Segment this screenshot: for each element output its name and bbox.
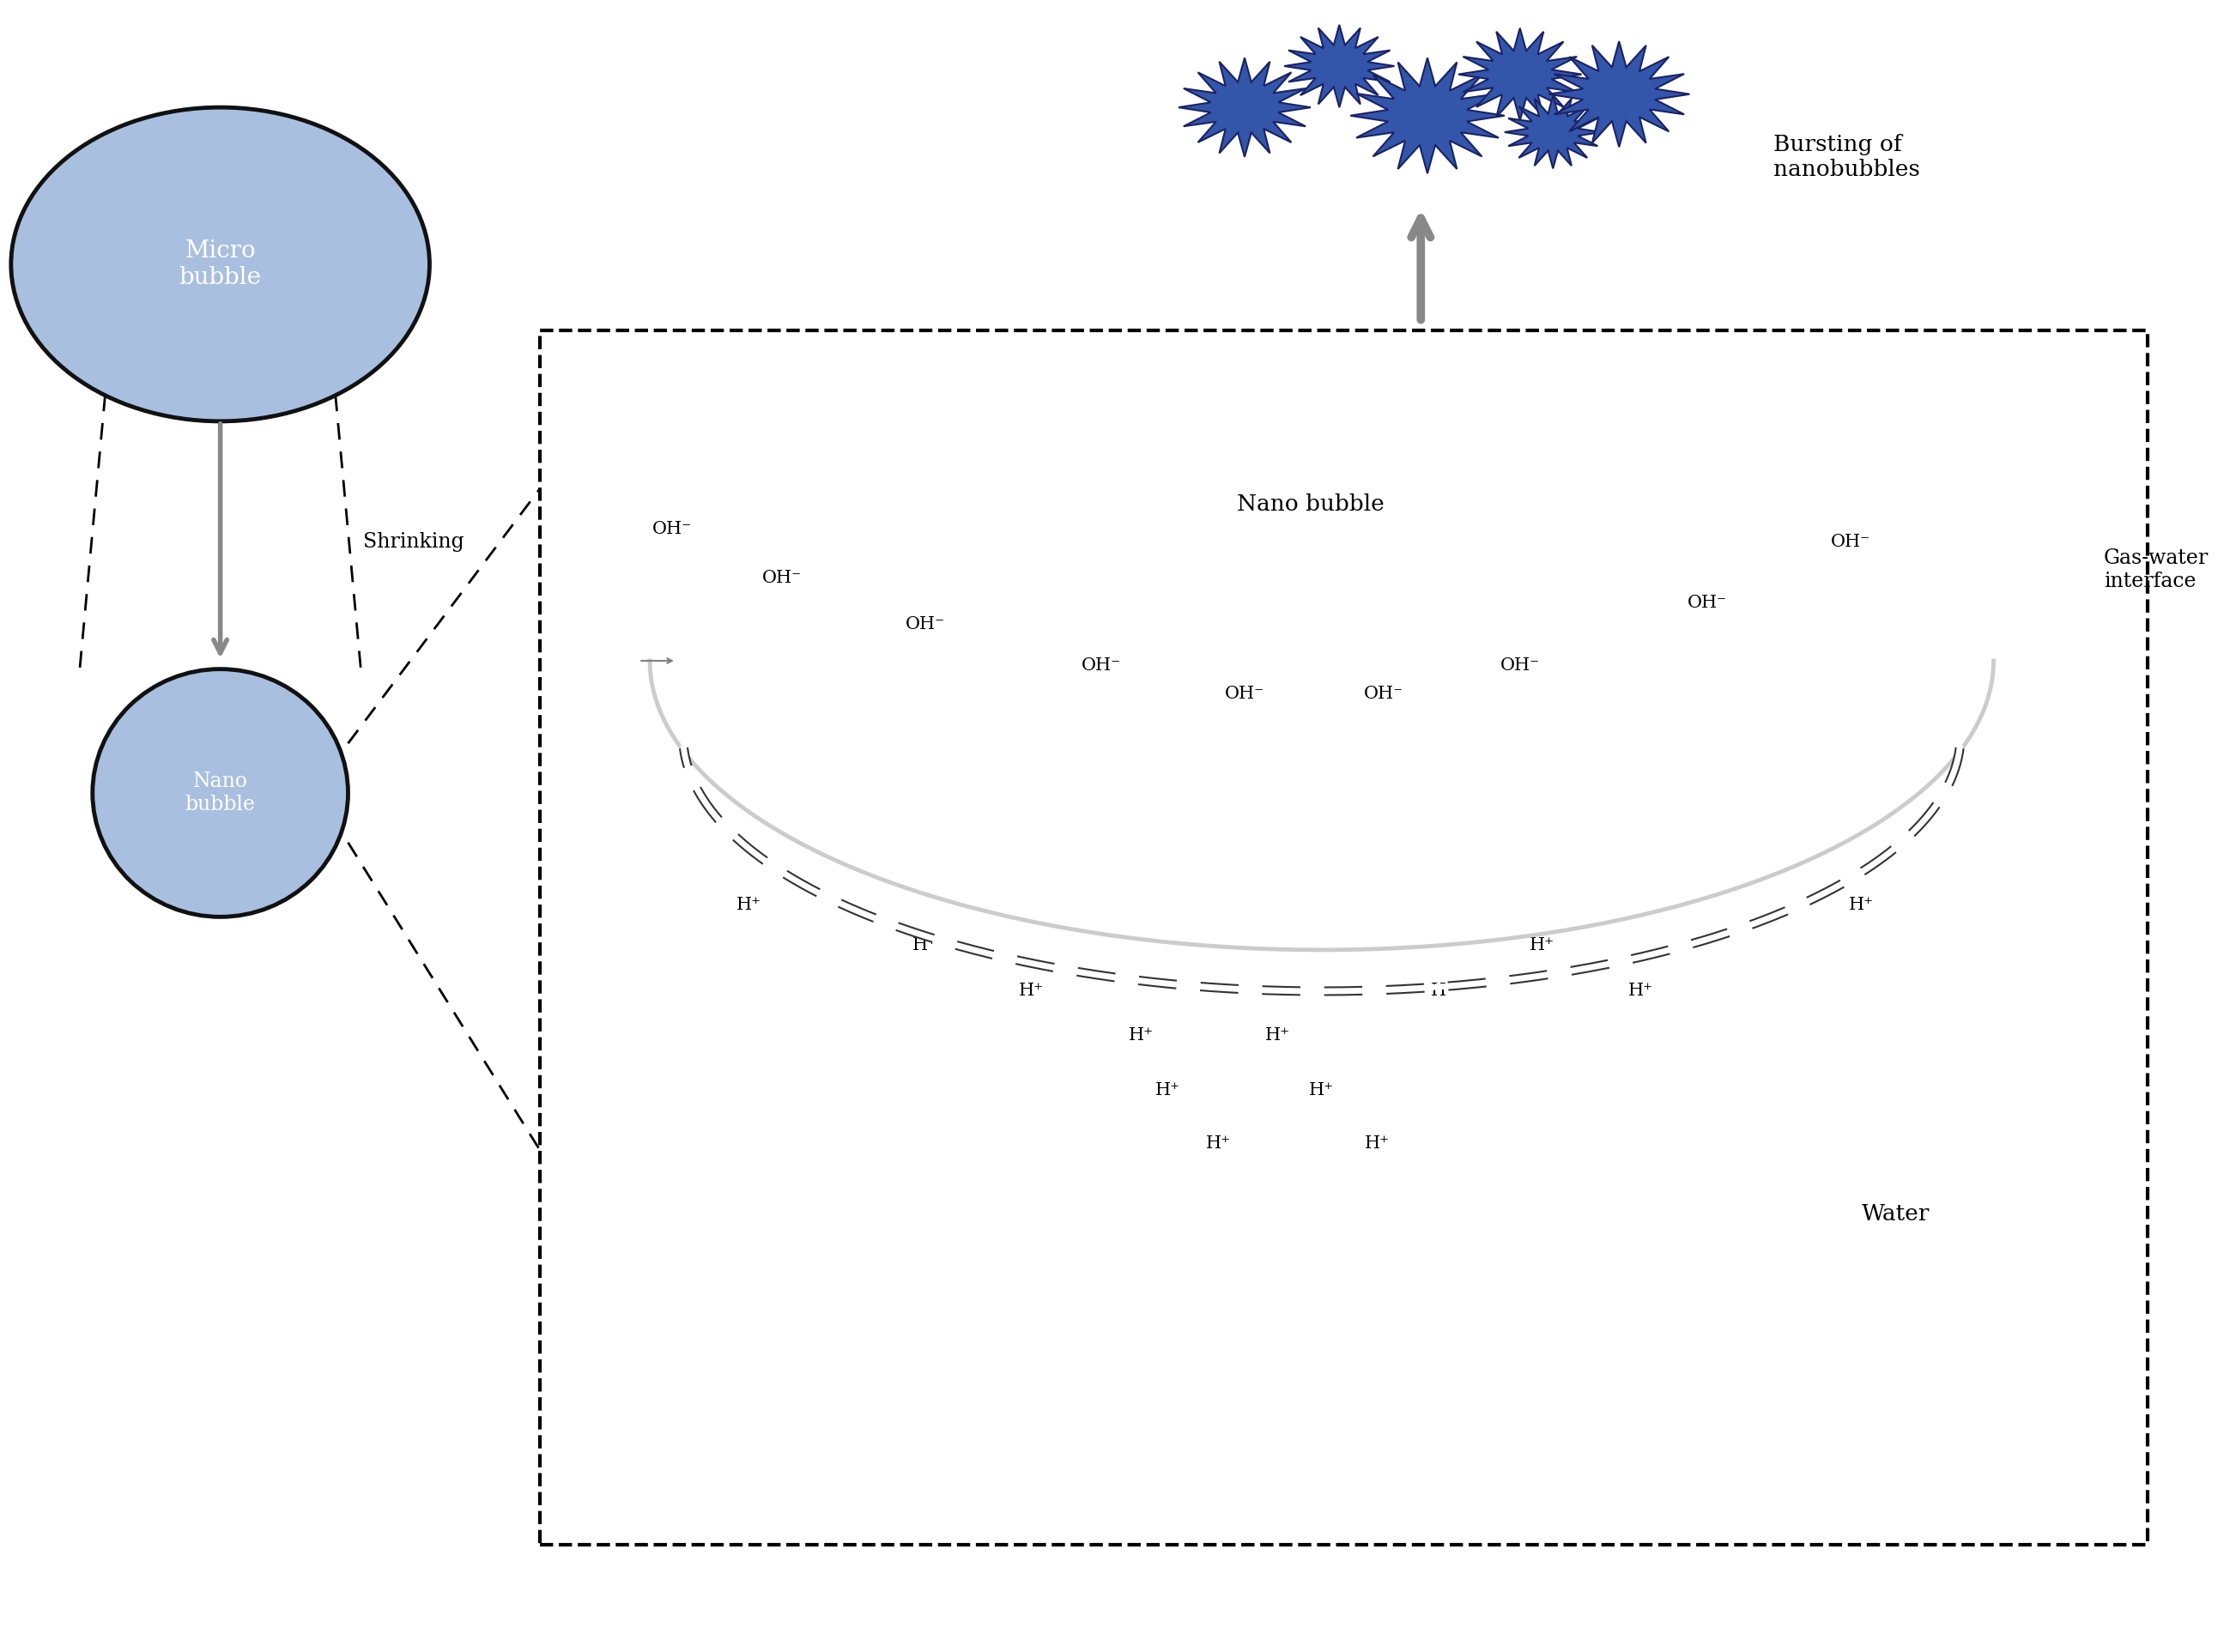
Polygon shape bbox=[1351, 58, 1505, 173]
Polygon shape bbox=[1505, 96, 1601, 169]
Text: H⁺: H⁺ bbox=[1530, 937, 1554, 953]
Text: Nano
bubble: Nano bubble bbox=[185, 771, 256, 814]
Text: OH⁻: OH⁻ bbox=[1224, 686, 1264, 702]
Text: OH⁻: OH⁻ bbox=[763, 570, 803, 586]
Text: Micro
bubble: Micro bubble bbox=[178, 240, 261, 289]
Polygon shape bbox=[1458, 28, 1581, 121]
Text: OH⁻: OH⁻ bbox=[1831, 534, 1871, 550]
Polygon shape bbox=[1177, 58, 1311, 157]
Polygon shape bbox=[1284, 25, 1394, 107]
Text: Nano bubble: Nano bubble bbox=[1238, 494, 1385, 514]
Text: OH⁻: OH⁻ bbox=[1501, 657, 1539, 674]
Text: H⁺: H⁺ bbox=[912, 937, 937, 953]
Ellipse shape bbox=[91, 669, 348, 917]
Text: OH⁻: OH⁻ bbox=[1082, 657, 1122, 674]
Text: Gas-water
interface: Gas-water interface bbox=[2103, 548, 2208, 591]
Text: OH⁻: OH⁻ bbox=[1363, 686, 1403, 702]
Circle shape bbox=[11, 107, 430, 421]
Text: OH⁻: OH⁻ bbox=[905, 616, 946, 633]
Text: H⁺: H⁺ bbox=[1264, 1028, 1291, 1044]
Text: Shrinking: Shrinking bbox=[363, 532, 464, 552]
Text: H⁺: H⁺ bbox=[1206, 1135, 1231, 1151]
Text: H⁺: H⁺ bbox=[1128, 1028, 1153, 1044]
Text: OH⁻: OH⁻ bbox=[1688, 595, 1726, 611]
Text: H⁺: H⁺ bbox=[1628, 983, 1655, 999]
Polygon shape bbox=[1548, 41, 1690, 147]
FancyBboxPatch shape bbox=[540, 330, 2147, 1545]
Text: Bursting of
nanobubbles: Bursting of nanobubbles bbox=[1773, 134, 1920, 180]
Text: H⁺: H⁺ bbox=[736, 897, 760, 914]
Text: H⁺: H⁺ bbox=[1309, 1082, 1334, 1099]
Text: OH⁻: OH⁻ bbox=[651, 520, 691, 537]
Text: H⁺: H⁺ bbox=[1019, 983, 1044, 999]
Text: Water: Water bbox=[1862, 1204, 1929, 1224]
Text: H⁺: H⁺ bbox=[1849, 897, 1873, 914]
Text: H⁺: H⁺ bbox=[1429, 983, 1456, 999]
Text: H⁺: H⁺ bbox=[1365, 1135, 1389, 1151]
Text: H⁺: H⁺ bbox=[1155, 1082, 1180, 1099]
